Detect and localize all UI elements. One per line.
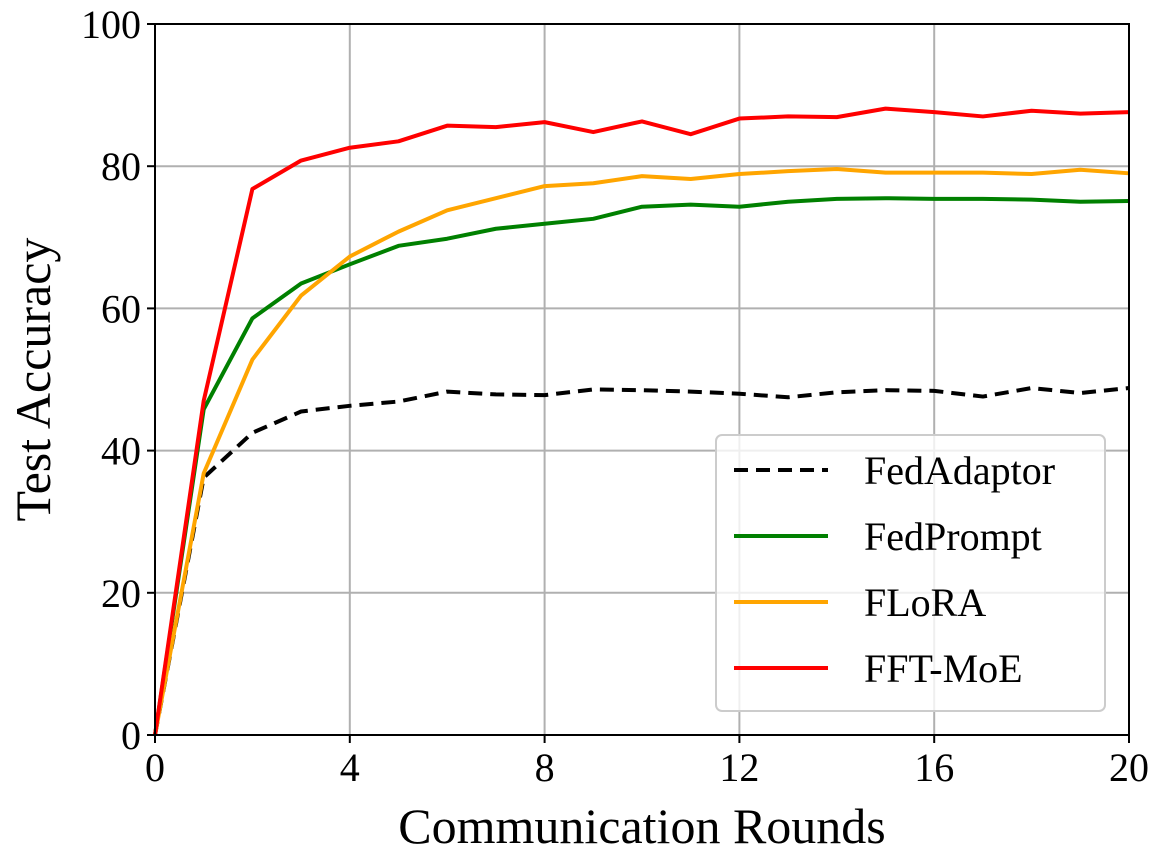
x-tick-label: 12: [719, 745, 759, 790]
legend-label-fedadaptor: FedAdaptor: [864, 448, 1055, 493]
y-tick-label: 0: [121, 713, 141, 758]
axis-ticks: 0 4 8 12 16 20 0 20 40 60 80 100: [81, 2, 1149, 790]
series-line-fedprompt: [153, 196, 1130, 736]
legend-label-fedprompt: FedPrompt: [864, 514, 1042, 559]
x-tick-label: 20: [1109, 745, 1149, 790]
legend-label-flora: FLoRA: [864, 580, 986, 625]
legend: FedAdaptor FedPrompt FLoRA FFT-MoE: [715, 434, 1106, 712]
series-lines: [153, 106, 1130, 736]
legend-label-fft-moe: FFT-MoE: [864, 646, 1023, 691]
series-line-fft-moe: [153, 106, 1130, 736]
plot-frame: [154, 23, 1130, 736]
x-axis-title: Communication Rounds: [398, 798, 886, 854]
x-tick-label: 4: [340, 745, 360, 790]
series-line-fedadaptor: [153, 386, 1130, 736]
y-tick-label: 100: [81, 2, 141, 47]
y-tick-label: 40: [101, 429, 141, 474]
grid: [154, 23, 1130, 736]
y-tick-label: 60: [101, 286, 141, 331]
series-line-flora: [153, 167, 1130, 736]
x-tick-label: 8: [535, 745, 555, 790]
y-axis-title: Test Accuracy: [5, 238, 61, 522]
x-tick-label: 0: [145, 745, 165, 790]
legend-box: [715, 434, 1106, 712]
x-tick-label: 16: [914, 745, 954, 790]
y-tick-label: 80: [101, 144, 141, 189]
y-tick-label: 20: [101, 571, 141, 616]
